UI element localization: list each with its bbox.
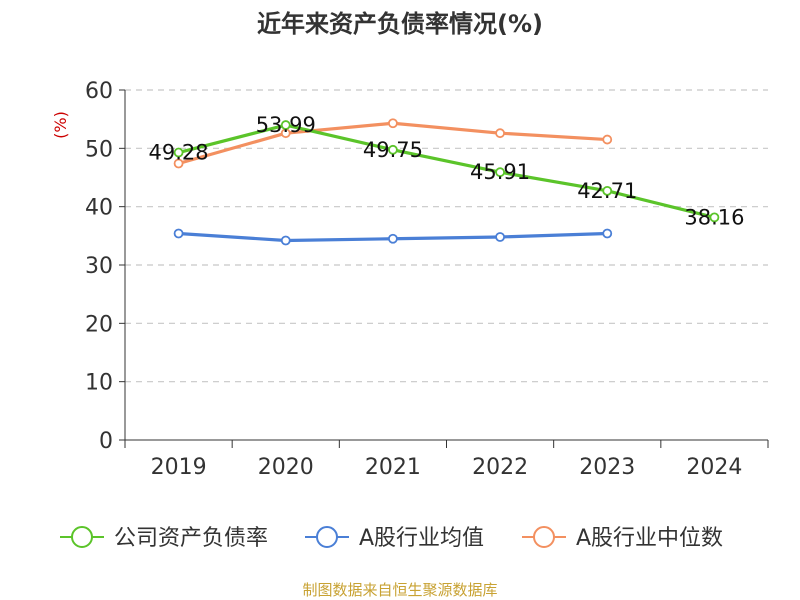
data-label: 53.99 xyxy=(256,113,316,137)
data-point xyxy=(602,134,613,145)
series-line xyxy=(178,123,715,219)
y-tick-label: 60 xyxy=(85,79,113,104)
chart-title: 近年来资产负债率情况(%) xyxy=(257,10,543,38)
data-point xyxy=(173,228,184,239)
data-point xyxy=(280,120,291,130)
x-tick-label: 2023 xyxy=(579,455,635,480)
legend-label: A股行业中位数 xyxy=(576,526,723,551)
data-point xyxy=(495,167,505,178)
data-point xyxy=(388,233,398,244)
y-tick-label: 50 xyxy=(85,137,113,162)
data-point xyxy=(495,128,505,139)
legend-marker-icon xyxy=(71,526,93,548)
data-point xyxy=(280,235,291,246)
legend-item-2[interactable]: A股行业均值 xyxy=(305,526,484,551)
x-tick-label: 2019 xyxy=(151,455,207,480)
y-tick-label: 0 xyxy=(99,429,113,454)
series-1 xyxy=(173,120,720,223)
data-label: 49.75 xyxy=(363,138,423,162)
legend-marker-icon xyxy=(533,526,555,548)
legend-item-1[interactable]: 公司资产负债率 xyxy=(60,526,268,551)
data-point xyxy=(602,228,613,239)
data-point xyxy=(388,118,398,129)
data-point xyxy=(709,212,720,223)
y-tick-label: 10 xyxy=(85,371,113,396)
gridlines xyxy=(125,89,768,383)
series-3 xyxy=(173,118,613,169)
legend: 公司资产负债率 A股行业均值 A股行业中位数 xyxy=(60,526,723,551)
data-point xyxy=(388,144,398,155)
source-note: 制图数据来自恒生聚源数据库 xyxy=(302,581,497,599)
legend-item-3[interactable]: A股行业中位数 xyxy=(522,526,723,551)
series-2 xyxy=(173,228,613,246)
data-point xyxy=(602,185,613,196)
x-tick-label: 2024 xyxy=(686,455,742,480)
y-tick-label: 30 xyxy=(85,254,113,279)
data-label: 45.91 xyxy=(470,160,530,184)
data-label: 42.71 xyxy=(577,179,637,203)
x-tick-label: 2021 xyxy=(365,455,421,480)
data-label: 38.16 xyxy=(684,205,744,229)
y-axis-unit-label: (%) xyxy=(51,111,70,139)
data-point xyxy=(173,158,184,169)
x-tick-label: 2020 xyxy=(258,455,314,480)
legend-marker-icon xyxy=(316,526,338,548)
series-group: 49.28 53.99 49.75 45.91 42.71 38.16 xyxy=(149,113,744,246)
y-tick-label: 40 xyxy=(85,196,113,221)
axes: 0 10 20 30 40 50 60 2019 2020 2021 2022 2023 2024 xyxy=(85,79,769,480)
data-label: 49.28 xyxy=(149,141,209,165)
y-tick-label: 20 xyxy=(85,312,113,337)
x-tick-label: 2022 xyxy=(472,455,528,480)
data-point xyxy=(495,232,505,242)
data-point xyxy=(173,147,184,158)
legend-label: 公司资产负债率 xyxy=(114,526,268,551)
legend-label: A股行业均值 xyxy=(359,526,484,551)
